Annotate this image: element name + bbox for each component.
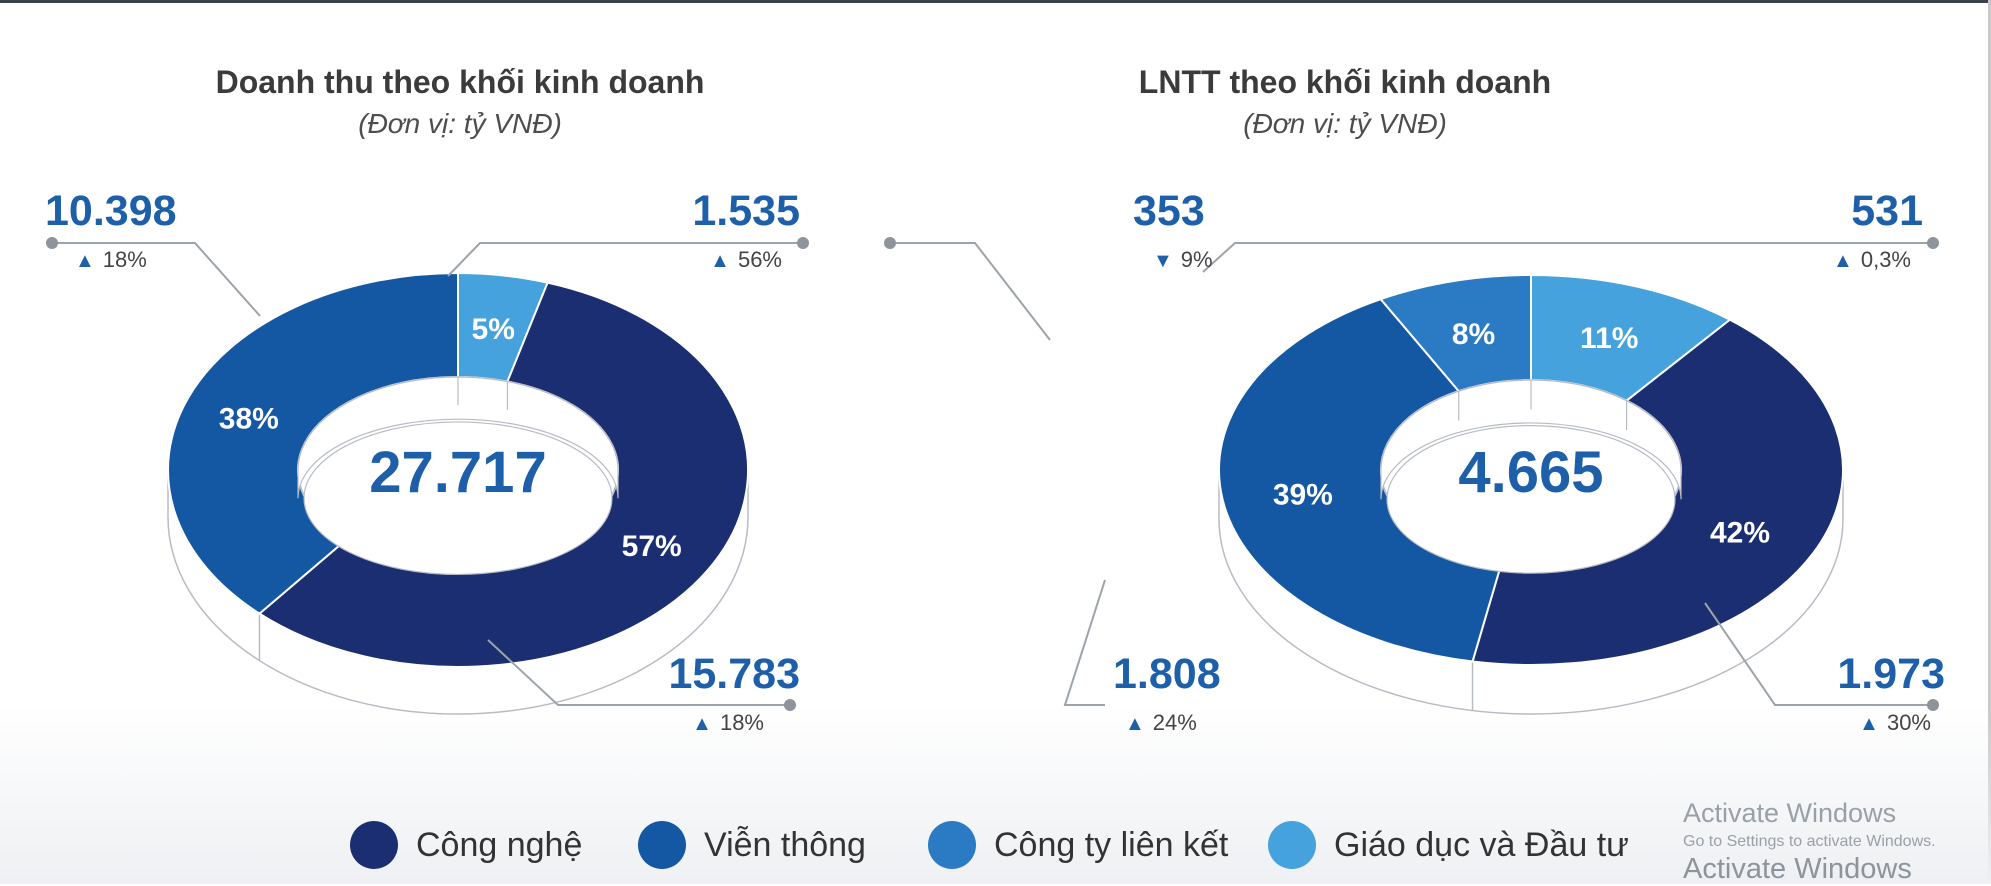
callout-change: ▲ 18%: [75, 247, 147, 272]
donut-slices: [1218, 273, 1844, 666]
right-border: [1988, 0, 1991, 884]
legend-label: Giáo dục và Đầu tư: [1334, 825, 1629, 864]
triangle-up-icon: ▲: [692, 713, 712, 735]
leader-line: [1202, 242, 1933, 273]
center-total: 4.665: [1458, 440, 1603, 505]
profit-chart: 4.665 11% 42% 39% 8% LNTT theo khối kinh doa…: [884, 0, 1990, 884]
leader-dot: [1927, 237, 1939, 249]
callout-change: ▲ 24%: [1125, 710, 1197, 735]
legend-label: Viễn thông: [704, 825, 866, 864]
leader-line: [447, 242, 803, 277]
center-total: 27.717: [369, 440, 546, 505]
leader-line: [487, 639, 790, 706]
percent-label: 5%: [472, 313, 515, 346]
legend-label: Công ty liên kết: [994, 825, 1229, 864]
legend-item: Công nghệ: [350, 810, 582, 880]
legend-item: Giáo dục và Đầu tư: [1268, 810, 1629, 880]
inner-floor: [1386, 424, 1676, 574]
legend-swatch: [928, 821, 976, 869]
legend-label: Công nghệ: [416, 825, 583, 864]
chart-title: LNTT theo khối kinh doanh: [1138, 64, 1552, 100]
triangle-up-icon: ▲: [1859, 713, 1879, 735]
percent-label: 39%: [1273, 478, 1333, 511]
profit-donut: 4.665 11% 42% 39% 8%: [884, 237, 1939, 715]
callout-cong-ty-lien-ket: 353 ▼ 9%: [1133, 187, 1393, 272]
donut-hole: [297, 376, 619, 576]
callout-change: ▼ 9%: [1153, 247, 1213, 272]
leader-line: [1704, 602, 1933, 706]
leader-dot: [1927, 699, 1939, 711]
leader-dot: [797, 237, 809, 249]
callout-giao-duc: 1.535 ▲ 56%: [540, 187, 800, 272]
inner-wall: [1380, 379, 1682, 500]
leader-dot: [884, 237, 896, 249]
callout-value: 10.398: [45, 187, 177, 235]
callout-change: ▲ 30%: [1859, 710, 1931, 735]
callout-value: 353: [1133, 187, 1205, 235]
callout-value: 1.535: [692, 187, 800, 235]
triangle-down-icon: ▼: [1153, 250, 1173, 272]
callout-vien-thong: 1.808 ▲ 24%: [1113, 650, 1373, 735]
callout-value: 531: [1851, 187, 1923, 235]
triangle-up-icon: ▲: [710, 250, 730, 272]
callout-change: ▲ 56%: [710, 247, 782, 272]
legend-item: Viễn thông: [638, 810, 866, 880]
percent-label: 11%: [1580, 322, 1638, 355]
triangle-up-icon: ▲: [1833, 250, 1853, 272]
watermark-line: Activate Windows: [1683, 853, 1912, 885]
windows-activation-watermark: Activate Windows Go to Settings to activ…: [1683, 798, 1988, 886]
bottom-fade: [0, 704, 1991, 884]
legend-item: Công ty liên kết: [928, 810, 1228, 880]
chart-subtitle: (Đơn vị: tỷ VNĐ): [358, 108, 562, 139]
callout-value: 1.808: [1113, 650, 1221, 698]
percent-label: 42%: [1710, 517, 1770, 550]
leader-dot: [46, 237, 58, 249]
callout-cong-nghe: 1.973 ▲ 30%: [1685, 650, 1945, 735]
inner-floor: [303, 421, 613, 576]
legend: Công nghệ Viễn thông Công ty liên kết Gi…: [0, 810, 1660, 880]
callout-cong-nghe: 15.783 ▲ 18%: [540, 650, 800, 735]
leader-dot: [784, 699, 796, 711]
watermark-line: Go to Settings to activate Windows.: [1683, 833, 1936, 850]
callout-value: 1.973: [1837, 650, 1945, 698]
revenue-chart: 27.717 5% 57% 38% Doanh thu theo khối kinh …: [0, 0, 995, 884]
callout-giao-duc: 531 ▲ 0,3%: [1663, 187, 1923, 272]
leader-lines: [46, 237, 809, 711]
leader-lines: [884, 237, 1939, 711]
callout-value: 15.783: [668, 650, 800, 698]
legend-swatch: [1268, 821, 1316, 869]
percent-label: 57%: [622, 530, 682, 563]
donut-hole: [1380, 379, 1682, 574]
callout-vien-thong: 10.398 ▲ 18%: [45, 187, 305, 272]
leader-line: [890, 242, 1051, 341]
legend-swatch: [350, 821, 398, 869]
revenue-donut: 27.717 5% 57% 38%: [46, 237, 809, 715]
callout-change: ▲ 18%: [692, 710, 764, 735]
watermark-line: Activate Windows: [1683, 798, 1897, 828]
triangle-up-icon: ▲: [75, 250, 95, 272]
callout-change: ▲ 0,3%: [1833, 247, 1911, 272]
triangle-up-icon: ▲: [1125, 713, 1145, 735]
chart-title: Doanh thu theo khối kinh doanh: [215, 64, 705, 100]
percent-label: 8%: [1452, 318, 1495, 351]
top-border: [0, 0, 1991, 3]
percent-label: 38%: [219, 403, 279, 436]
inner-wall: [297, 376, 619, 499]
leader-line: [1063, 579, 1106, 706]
legend-swatch: [638, 821, 686, 869]
chart-subtitle: (Đơn vị: tỷ VNĐ): [1243, 108, 1447, 139]
leader-line: [52, 242, 261, 317]
